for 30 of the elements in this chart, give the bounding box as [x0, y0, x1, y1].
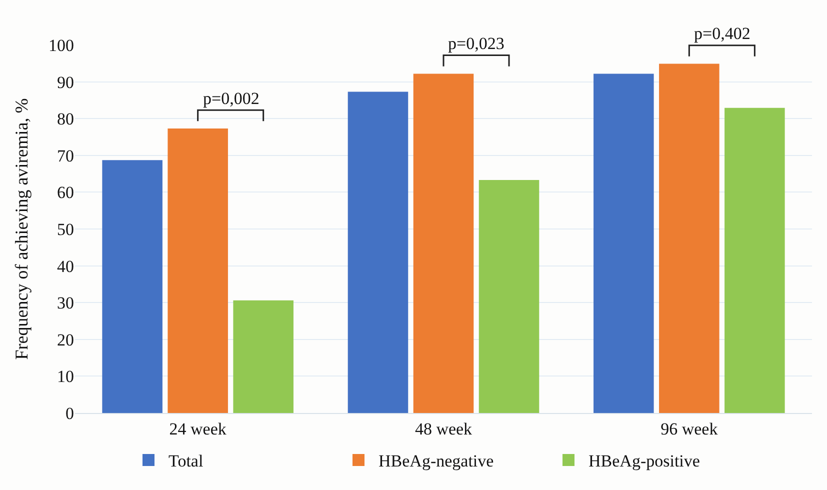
text: p=0,402 — [694, 24, 750, 43]
annotation: p=0,023 — [448, 34, 504, 53]
y-tick-label: 60 — [57, 183, 74, 202]
y-tick-label: 70 — [57, 146, 74, 166]
y-tick-label: 50 — [57, 220, 74, 239]
bar — [478, 180, 540, 413]
x-tick-label: 48 week — [414, 419, 473, 438]
legend-label: Total — [168, 452, 204, 471]
y-tick-label: 80 — [57, 110, 74, 129]
y-tick-label: 20 — [57, 330, 74, 350]
y-tick-label: 10 — [57, 367, 74, 386]
x-tick-label: 24 week — [169, 419, 227, 438]
x-tick-label: 96 week — [660, 419, 718, 438]
bar — [348, 92, 408, 413]
bar — [102, 160, 162, 413]
legend-label: HBeAg-positive — [588, 452, 700, 471]
y-axis-title: Frequency of achieving aviremia, % — [12, 98, 32, 360]
y-tick-label: 40 — [57, 256, 74, 276]
y-tick-label: 30 — [57, 294, 74, 313]
legend-label: HBeAg-negative — [378, 452, 494, 471]
y-tick-label: 0 — [66, 404, 74, 423]
y-tick-label: 100 — [48, 36, 74, 55]
annotation: p=0,002 — [203, 89, 260, 108]
y-tick-label: 90 — [57, 72, 74, 92]
bar — [233, 300, 294, 413]
bar — [594, 74, 654, 413]
bar — [413, 74, 474, 413]
bar — [168, 128, 228, 413]
bar — [724, 108, 785, 413]
bar — [659, 64, 720, 413]
